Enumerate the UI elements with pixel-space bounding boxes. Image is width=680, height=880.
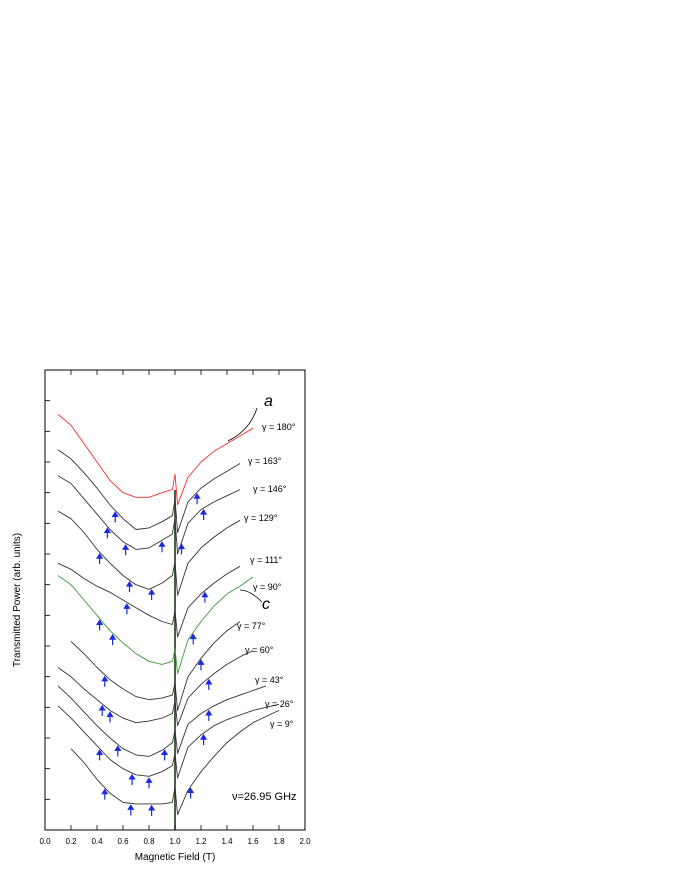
resonance-arrow [101, 675, 109, 687]
resonance-arrow [200, 733, 208, 746]
resonance-arrow [189, 633, 197, 645]
x-tick-label: 0.0 [39, 837, 51, 846]
annotation-arrow [227, 407, 258, 442]
curve [57, 449, 241, 533]
legend-label: γ = 146° [253, 484, 287, 494]
legend-label: γ = 90° [253, 582, 282, 592]
curve [57, 562, 241, 638]
legend-label: γ = 163° [248, 456, 282, 466]
legend-label: γ = 60° [245, 645, 274, 655]
x-axis-label: Magnetic Field (T) [135, 852, 216, 863]
x-tick-label: 1.6 [247, 837, 259, 846]
x-tick-label: 1.4 [221, 837, 233, 846]
curve [70, 709, 280, 816]
resonance-arrow [205, 678, 213, 690]
annotation: ν=26.95 GHz [232, 791, 297, 803]
resonance-arrow [111, 511, 119, 523]
resonance-arrow [109, 633, 117, 646]
x-tick-label: 0.2 [65, 837, 77, 846]
x-tick-label: 0.6 [117, 837, 129, 846]
resonance-arrow [200, 508, 208, 520]
resonance-arrow [177, 543, 186, 555]
x-tick-label: 1.2 [195, 837, 207, 846]
legend-label: γ = 77° [237, 621, 266, 631]
curve [57, 703, 280, 779]
resonance-arrow [197, 659, 205, 671]
x-tick-label: 0.4 [91, 837, 103, 846]
resonance-arrow [128, 773, 136, 785]
resonance-arrow [148, 804, 156, 816]
curve [57, 475, 241, 555]
resonance-arrow [125, 580, 134, 593]
curve [70, 621, 241, 711]
x-tick-label: 1.8 [273, 837, 285, 846]
curve [57, 510, 241, 596]
resonance-arrow [161, 749, 169, 761]
resonance-arrow [122, 544, 130, 556]
resonance-arrow [187, 787, 195, 799]
legend-label: γ = 129° [244, 513, 278, 523]
resonance-arrow [96, 619, 104, 631]
resonance-arrow [114, 745, 122, 757]
resonance-arrow [205, 709, 213, 721]
curve [57, 575, 254, 675]
legend-label: γ = 9° [270, 719, 294, 729]
resonance-arrow [96, 749, 104, 761]
curve [57, 685, 267, 757]
curve [57, 414, 254, 506]
resonance-arrow [193, 493, 201, 505]
annotation: a [264, 393, 273, 410]
annotation-arrow [239, 589, 263, 603]
annotation: c [262, 596, 270, 613]
resonance-arrow [127, 804, 135, 816]
resonance-arrow [101, 788, 109, 800]
resonance-arrow [103, 527, 111, 539]
legend-label: γ = 43° [255, 675, 284, 685]
resonance-arrow [106, 711, 114, 723]
legend-label: γ = 180° [262, 422, 296, 432]
resonance-arrow [201, 591, 209, 603]
resonance-arrow [123, 603, 131, 615]
x-tick-label: 0.8 [143, 837, 155, 846]
x-tick-label: 1.0 [169, 837, 181, 846]
y-axis-label: Transmitted Power (arb. units) [12, 533, 23, 667]
resonance-arrow [96, 553, 104, 565]
curve [57, 650, 254, 727]
resonance-arrow [148, 588, 156, 601]
resonance-arrow [145, 777, 153, 789]
resonance-arrow [98, 704, 106, 716]
legend-label: γ = 26° [265, 699, 294, 709]
legend-label: γ = 111° [250, 555, 282, 565]
resonance-arrow [158, 541, 166, 553]
x-tick-label: 2.0 [299, 837, 311, 846]
